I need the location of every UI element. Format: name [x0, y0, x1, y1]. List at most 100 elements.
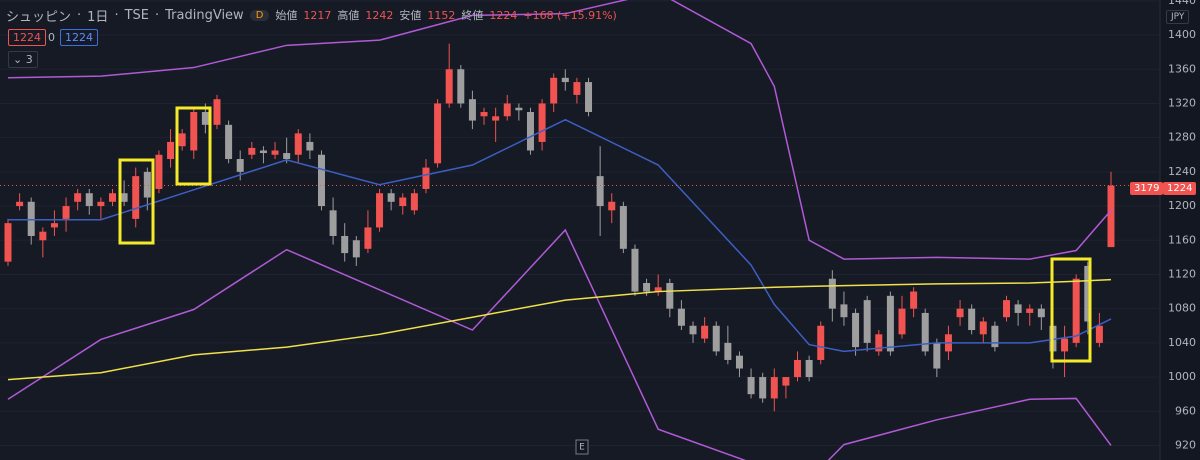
ohlc-value: 1152 [427, 8, 456, 22]
candle-body [654, 287, 662, 292]
candle-body [27, 201, 35, 236]
candle-body [201, 112, 209, 125]
candle-body [979, 321, 987, 335]
ohlc-value: 1224 [489, 8, 518, 22]
indicator-line [8, 118, 1112, 353]
candle-body [410, 193, 418, 211]
candle-body [550, 77, 558, 104]
candle-body [74, 193, 82, 202]
candle-body [759, 377, 767, 399]
candle-body [956, 308, 964, 318]
candle-body [1095, 325, 1103, 343]
earnings-icon[interactable] [575, 439, 589, 455]
candle-body [1014, 304, 1022, 313]
candle-body [782, 377, 790, 386]
candle-body [329, 210, 337, 236]
last-price: 1224 [1163, 182, 1197, 195]
currency[interactable]: JPY [1166, 10, 1190, 24]
indicator-toggle[interactable]: ⌄ 3 [8, 51, 38, 68]
candle-body [1107, 185, 1115, 248]
candle-body [445, 69, 453, 104]
candle-body [143, 171, 151, 198]
y-tick-label: 1160 [1168, 233, 1196, 246]
candle-body [167, 141, 175, 160]
candle-body [689, 325, 697, 335]
y-tick-label: 1040 [1168, 336, 1196, 349]
candle-body [399, 197, 407, 207]
candle-body [1084, 265, 1092, 322]
y-tick-label: 1200 [1168, 199, 1196, 212]
plot-bg [0, 0, 1160, 460]
countdown: 3179 [1130, 182, 1164, 195]
ohlc-value: 1217 [303, 8, 332, 22]
candle-body [968, 308, 976, 331]
legend: シュッピン · 1日 · TSE · TradingView D 始値 1217 高値 1… [6, 7, 617, 25]
candle-body [236, 159, 244, 172]
candle-body [933, 342, 941, 369]
candle-body [712, 325, 720, 352]
candle-body [468, 99, 476, 121]
ohlc-value: 1242 [365, 8, 394, 22]
y-tick-label: 1360 [1168, 62, 1196, 75]
candle-body [352, 240, 360, 258]
candle-body [50, 223, 58, 228]
candle-body [1003, 300, 1011, 318]
candle-body [735, 355, 743, 369]
candle-body [643, 283, 651, 292]
candle-body [1061, 338, 1069, 352]
candle-body [619, 206, 627, 249]
candle-body [747, 377, 755, 395]
y-tick-label: 1400 [1168, 28, 1196, 41]
candle-body [341, 235, 349, 254]
exchange: TSE [124, 7, 149, 23]
candle-body [1026, 308, 1034, 313]
candle-body [817, 325, 825, 360]
candle-body [225, 124, 233, 160]
candle-body [39, 231, 47, 241]
candle-body [828, 278, 836, 309]
y-tick-label: 1240 [1168, 165, 1196, 178]
indicator-count: 3 [25, 53, 33, 66]
y-tick-label: 1120 [1168, 267, 1196, 280]
candle-body [724, 342, 732, 360]
badge[interactable]: D [249, 9, 270, 21]
candle-body [538, 103, 546, 142]
candle-body [503, 103, 511, 117]
candle-body [515, 107, 523, 111]
candle-body [213, 99, 221, 125]
candle-body [585, 82, 593, 113]
sell-button[interactable]: 1224 [8, 29, 46, 46]
candle-body [259, 150, 267, 154]
highlight-box [1050, 257, 1092, 363]
candle-body [573, 82, 581, 95]
candle-body [271, 150, 279, 155]
candle-body [248, 147, 256, 155]
y-tick-label: 1080 [1168, 302, 1196, 315]
y-tick-label: 1320 [1168, 96, 1196, 109]
candle-body [97, 201, 105, 207]
candle-body [306, 141, 314, 151]
indicator-line [7, 0, 1112, 260]
candle-body [364, 227, 372, 249]
source: TradingView [165, 7, 244, 23]
candle-body [863, 300, 871, 343]
candle-body [132, 176, 140, 219]
candle-body [991, 325, 999, 348]
spread: 0 [48, 31, 55, 44]
candle-body [701, 325, 709, 339]
earnings-label: E [579, 443, 585, 453]
candle-body [631, 248, 639, 292]
candle-body [480, 112, 488, 117]
buy-button[interactable]: 1224 [60, 29, 98, 46]
candle-body [155, 154, 163, 189]
candle-body [1072, 278, 1080, 343]
highlight-box [118, 158, 155, 245]
candle-body [875, 334, 883, 352]
candle-body [492, 116, 500, 121]
candle-body [608, 201, 616, 211]
candle-body [770, 377, 778, 399]
candle-body [794, 359, 802, 378]
candle-body [434, 103, 442, 164]
